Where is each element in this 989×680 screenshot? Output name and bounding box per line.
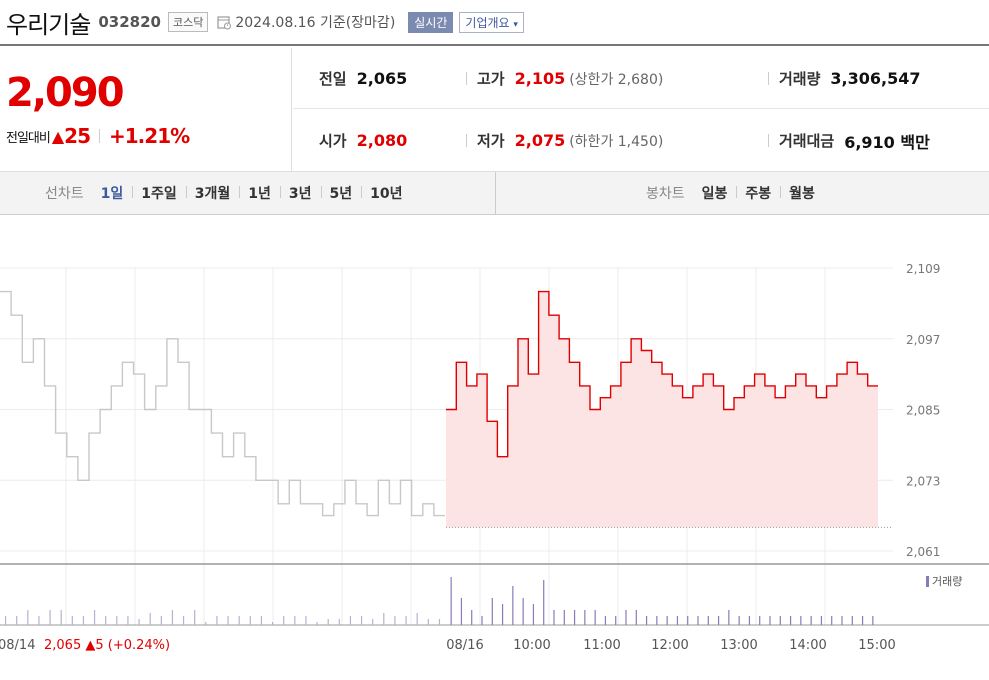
- tab-daily[interactable]: 일봉: [701, 186, 728, 202]
- open-label: 시가: [319, 132, 347, 150]
- stock-name: 우리기술: [6, 10, 91, 39]
- prev-day-close: 2,065 ▲5 (+0.24%): [44, 638, 170, 653]
- series-today-fill: [446, 291, 878, 528]
- volume-cell: 거래량 3,306,547: [768, 48, 921, 109]
- low-label: 저가: [477, 132, 505, 150]
- high-label: 고가: [477, 70, 505, 88]
- prev-close-cell: 전일 2,065: [319, 48, 407, 109]
- line-chart-tabs: 선차트 1일 1주일 3개월 1년 3년 5년 10년: [0, 172, 496, 214]
- market-badge: 코스닥: [167, 12, 209, 32]
- volume-legend-label: 거래량: [932, 575, 963, 588]
- volume-legend: 거래량: [926, 573, 962, 589]
- divider: [99, 129, 100, 143]
- price-chart[interactable]: 2,109 2,097 2,085 2,073 2,061 08/16 10:00 11:00…: [0, 216, 989, 680]
- tab-weekly[interactable]: 주봉: [736, 183, 780, 203]
- amount-cell: 거래대금 6,910 백만: [768, 110, 930, 171]
- volume-label: 거래량: [779, 70, 821, 88]
- line-chart-label: 선차트: [45, 186, 84, 202]
- amount-value: 6,910 백만: [844, 132, 930, 152]
- x-tick-label: 13:00: [720, 638, 757, 653]
- lower-limit: (하한가 1,450): [569, 133, 664, 150]
- x-tick-label: 11:00: [583, 638, 620, 653]
- candle-chart-tabs: 봉차트 일봉 주봉 월봉: [646, 172, 824, 214]
- volume-value: 3,306,547: [830, 69, 921, 88]
- current-price: 2,090: [6, 70, 125, 116]
- tab-5year[interactable]: 5년: [320, 183, 362, 203]
- change-row: 전일대비 ▲ 25 +1.21%: [6, 124, 190, 148]
- x-tick-label: 12:00: [651, 638, 688, 653]
- change-rate: +1.21%: [109, 124, 190, 148]
- change-amount: 25: [64, 124, 91, 148]
- series-prev-line: [0, 290, 445, 517]
- x-tick-label: 10:00: [513, 638, 550, 653]
- prev-day-label: 08/14: [0, 638, 35, 653]
- tab-monthly[interactable]: 월봉: [780, 183, 824, 203]
- y-tick-label: 2,097: [906, 333, 940, 347]
- open-cell: 시가 2,080: [319, 110, 407, 171]
- date-text: 2024.08.16 기준(장마감): [235, 15, 396, 31]
- change-label: 전일대비: [6, 130, 51, 146]
- chevron-down-icon: ▾: [513, 19, 518, 30]
- y-tick-label: 2,085: [906, 404, 940, 418]
- series-today-line: [446, 290, 878, 458]
- stock-header: 우리기술 032820 코스닥 2024.08.16 기준(장마감) 실시간 기…: [0, 0, 989, 46]
- info-row-2: 시가 2,080 저가 2,075 (하한가 1,450) 거래대금 6,910…: [293, 110, 989, 171]
- open-value: 2,080: [356, 131, 408, 150]
- info-row-1: 전일 2,065 고가 2,105 (상한가 2,680) 거래량 3,306,…: [293, 48, 989, 109]
- calendar-icon: [216, 14, 232, 30]
- tab-10year[interactable]: 10년: [361, 183, 411, 203]
- tab-1week[interactable]: 1주일: [132, 183, 186, 203]
- low-cell: 저가 2,075 (하한가 1,450): [466, 110, 663, 171]
- info-grid: 전일 2,065 고가 2,105 (상한가 2,680) 거래량 3,306,…: [293, 48, 989, 171]
- volume-swatch: [926, 575, 929, 587]
- upper-limit: (상한가 2,680): [569, 71, 664, 88]
- price-panel: 2,090 전일대비 ▲ 25 +1.21%: [0, 48, 292, 171]
- y-tick-label: 2,073: [906, 474, 940, 488]
- x-tick-label: 14:00: [789, 638, 826, 653]
- tab-3month[interactable]: 3개월: [185, 183, 240, 203]
- stock-code: 032820: [98, 13, 161, 31]
- divider: [466, 72, 467, 85]
- x-tick-label: 08/16: [446, 638, 483, 653]
- up-arrow-icon: ▲: [51, 126, 65, 146]
- tab-1day[interactable]: 1일: [100, 186, 124, 202]
- realtime-button[interactable]: 실시간: [408, 11, 454, 33]
- candle-chart-label: 봉차트: [646, 186, 685, 202]
- divider: [768, 134, 769, 147]
- x-tick-label: 15:00: [858, 638, 895, 653]
- divider: [768, 72, 769, 85]
- y-tick-label: 2,109: [906, 262, 940, 276]
- y-tick-label: 2,061: [906, 545, 940, 559]
- low-value: 2,075: [514, 131, 566, 150]
- prev-close-value: 2,065: [356, 69, 408, 88]
- high-cell: 고가 2,105 (상한가 2,680): [466, 48, 663, 109]
- prev-close-label: 전일: [319, 70, 347, 88]
- tab-3year[interactable]: 3년: [279, 183, 321, 203]
- high-value: 2,105: [514, 69, 566, 88]
- amount-label: 거래대금: [779, 132, 835, 150]
- divider: [466, 134, 467, 147]
- company-overview-button[interactable]: 기업개요 ▾: [459, 11, 524, 33]
- chart-svg: 2,109 2,097 2,085 2,073 2,061 08/16 10:00 11:00…: [0, 262, 989, 653]
- chart-tabs-bar: 선차트 1일 1주일 3개월 1년 3년 5년 10년 봉차트 일봉 주봉 월봉: [0, 171, 989, 215]
- tab-1year[interactable]: 1년: [239, 183, 280, 203]
